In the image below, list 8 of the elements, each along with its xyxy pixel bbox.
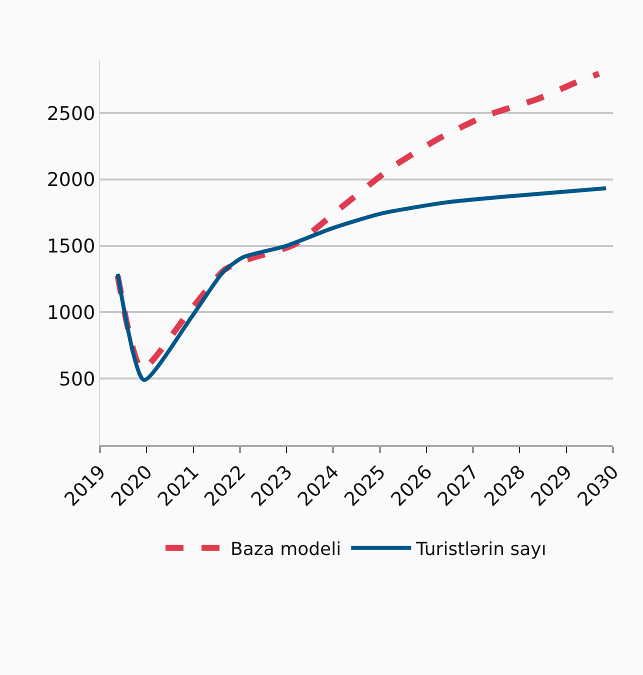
legend-label: Turistlərin sayı [415, 538, 546, 560]
y-tick-label: 2000 [46, 169, 96, 192]
y-tick-label: 1000 [46, 302, 96, 324]
y-tick-label: 1500 [46, 236, 96, 258]
y-tick-label: 2500 [46, 102, 96, 125]
line-series [116, 186, 608, 382]
legend-label: Baza modeli [230, 538, 342, 560]
y-tick-label: 500 [58, 368, 96, 390]
